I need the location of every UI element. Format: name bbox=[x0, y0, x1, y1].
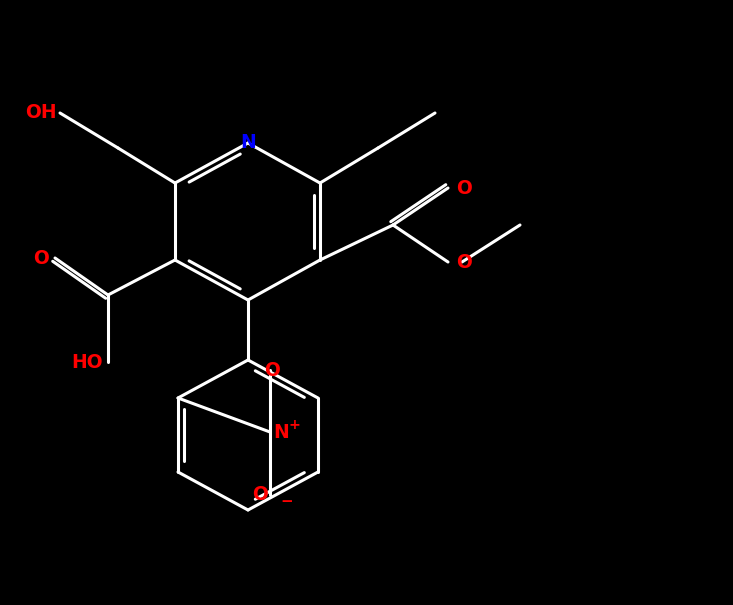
Text: O: O bbox=[456, 252, 472, 272]
Text: N: N bbox=[273, 422, 289, 442]
Text: −: − bbox=[280, 494, 292, 508]
Text: O: O bbox=[33, 249, 49, 267]
Text: OH: OH bbox=[26, 103, 57, 122]
Text: +: + bbox=[288, 418, 300, 432]
Text: O: O bbox=[264, 361, 280, 379]
Text: O: O bbox=[456, 178, 472, 197]
Text: O: O bbox=[252, 485, 268, 505]
Text: N: N bbox=[240, 134, 256, 152]
Text: HO: HO bbox=[71, 353, 103, 371]
